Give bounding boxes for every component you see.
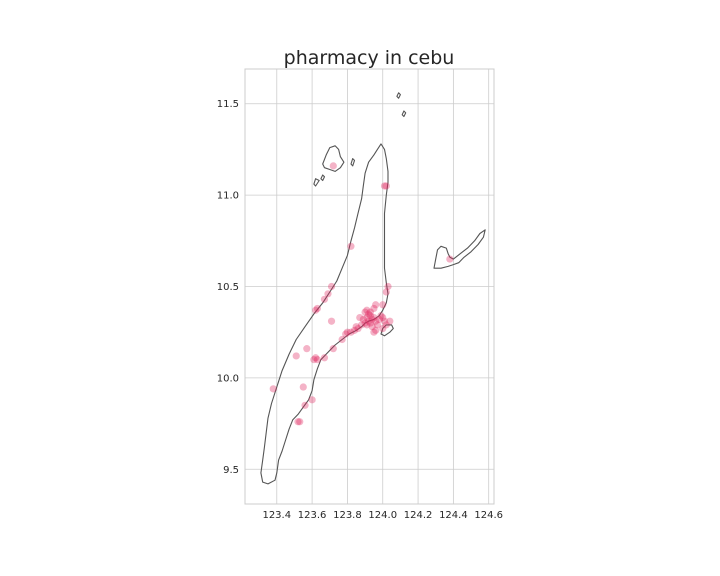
pharmacy-point (329, 162, 337, 170)
coastline-islet-b (396, 92, 401, 99)
x-axis-ticks: 123.4 123.6 123.8 124.0 124.2 124.4 124.6 (262, 510, 503, 521)
pharmacy-point (365, 317, 373, 325)
x-tick-label: 123.6 (298, 510, 327, 521)
coastline-mactan-island (380, 324, 394, 337)
y-tick-label: 11.0 (217, 191, 239, 202)
coastline-islet-d (313, 178, 320, 187)
pharmacy-point (312, 354, 320, 362)
pharmacy-point (350, 326, 359, 334)
pharmacy-point (377, 312, 385, 320)
pharmacy-point (308, 396, 316, 404)
pharmacy-point (343, 328, 352, 336)
pharmacy-point (356, 313, 364, 322)
pharmacy-point (375, 315, 383, 323)
pharmacy-point (299, 383, 307, 391)
x-tick-label: 123.8 (333, 510, 362, 521)
pharmacy-point (357, 321, 366, 329)
pharmacy-point (347, 328, 355, 336)
pharmacy-point (366, 319, 374, 327)
coastline-bantayan-island (322, 145, 345, 172)
pharmacy-point (296, 418, 304, 426)
x-tick-label: 124.0 (368, 510, 397, 521)
coastline-cebu-main (260, 143, 389, 485)
pharmacy-point (368, 315, 376, 323)
pharmacy-point (366, 308, 374, 316)
pharmacy-point (352, 323, 360, 331)
pharmacy-point (313, 356, 322, 364)
pharmacy-point (365, 310, 373, 318)
pharmacy-point (313, 304, 322, 313)
pharmacy-point (386, 317, 394, 325)
coastline-outlines (260, 92, 486, 485)
x-tick-label: 124.2 (404, 510, 433, 521)
pharmacy-point (379, 313, 387, 322)
pharmacy-point (310, 356, 318, 364)
pharmacy-point (320, 295, 329, 303)
pharmacy-point (384, 282, 392, 291)
y-axis-ticks: 9.5 10.0 10.5 11.0 11.5 (217, 99, 239, 476)
pharmacy-point (380, 182, 389, 190)
chart-title: pharmacy in cebu (284, 47, 455, 69)
pharmacy-point (382, 288, 390, 296)
pharmacy-point (380, 317, 389, 325)
pharmacy-point (327, 282, 336, 291)
pharmacy-point (363, 313, 371, 322)
pharmacy-point (382, 321, 390, 329)
pharmacy-point (370, 304, 378, 313)
pharmacy-point (370, 328, 378, 336)
pharmacy-point (379, 324, 387, 333)
pharmacy-point (294, 418, 302, 426)
pharmacy-point (361, 308, 369, 316)
pharmacy-point (312, 306, 320, 314)
y-tick-label: 9.5 (223, 465, 239, 476)
pharmacy-point (301, 401, 309, 409)
pharmacy-point (379, 301, 387, 309)
pharmacy-point (292, 352, 300, 360)
pharmacy-point (446, 255, 454, 263)
pharmacy-point (320, 354, 329, 362)
pharmacy-point (303, 345, 311, 353)
pharmacy-point (342, 330, 350, 338)
coastline-islet-c (350, 158, 356, 167)
pharmacy-point (327, 317, 336, 325)
coastline-leyte-coast-islands (433, 229, 486, 269)
pharmacy-point (372, 326, 380, 334)
pharmacy-point (372, 301, 380, 309)
pharmacy-point (368, 323, 376, 331)
pharmacy-point (347, 242, 355, 250)
pharmacy-point (382, 182, 390, 190)
coastline-islet-e (320, 174, 326, 182)
pharmacy-point (359, 315, 367, 323)
pharmacy-point (363, 321, 371, 329)
x-tick-label: 124.4 (439, 510, 468, 521)
pharmacy-point (366, 312, 374, 320)
y-tick-label: 11.5 (217, 99, 239, 110)
y-tick-label: 10.5 (217, 282, 239, 293)
pharmacy-point (338, 335, 346, 344)
coastline-islet-a (401, 110, 407, 118)
pharmacy-point (324, 290, 332, 298)
pharmacy-point (361, 319, 369, 327)
pharmacy-point (373, 321, 382, 329)
x-tick-label: 123.4 (262, 510, 291, 521)
y-tick-label: 10.0 (217, 373, 239, 384)
pharmacy-point (269, 385, 277, 393)
plot-frame (244, 68, 495, 505)
grid-lines (245, 69, 494, 504)
pharmacy-point (354, 324, 362, 333)
pharmacy-point (370, 313, 378, 322)
x-tick-label: 124.6 (474, 510, 503, 521)
data-points (269, 162, 454, 426)
pharmacy-point (372, 317, 380, 325)
pharmacy-point (363, 306, 371, 314)
pharmacy-point (329, 345, 337, 353)
